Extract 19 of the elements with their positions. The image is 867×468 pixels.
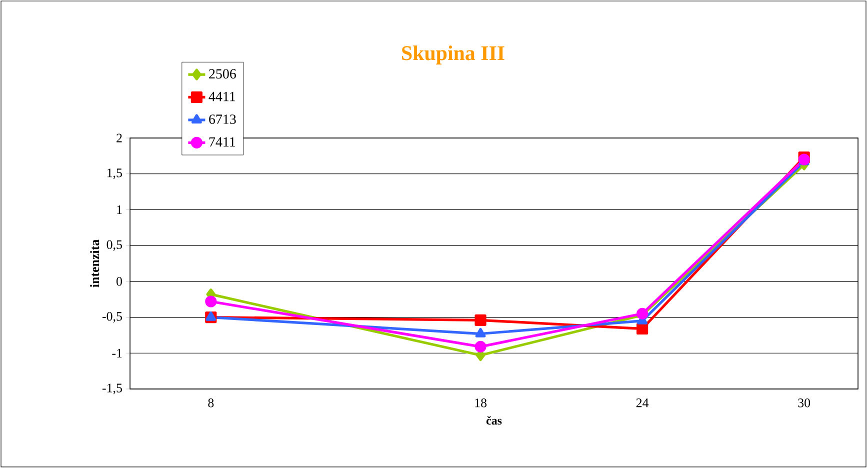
y-axis-title: intenzita: [90, 240, 100, 288]
legend-label: 7411: [209, 137, 236, 146]
x-tick-label: 30: [798, 398, 810, 408]
y-tick-label: 1,5: [107, 168, 122, 180]
y-tick-label: 1: [117, 205, 122, 214]
chart-title: Skupina III: [402, 46, 504, 64]
x-axis-title: čas: [486, 416, 502, 425]
y-tick-label: -0,5: [102, 312, 122, 323]
legend-label: 6713: [209, 114, 236, 124]
legend-label: 4411: [208, 92, 236, 102]
x-tick-label: 24: [636, 398, 649, 408]
y-tick-label: 0,5: [106, 240, 122, 251]
y-tick-label: -1: [112, 348, 122, 358]
x-tick-label: 8: [208, 398, 214, 408]
legend-label: 2506: [209, 69, 236, 79]
y-tick-label: 0: [116, 277, 122, 286]
y-tick-label: 2: [116, 134, 122, 142]
y-tick-label: -1,5: [102, 384, 122, 394]
x-tick-label: 18: [475, 398, 487, 408]
